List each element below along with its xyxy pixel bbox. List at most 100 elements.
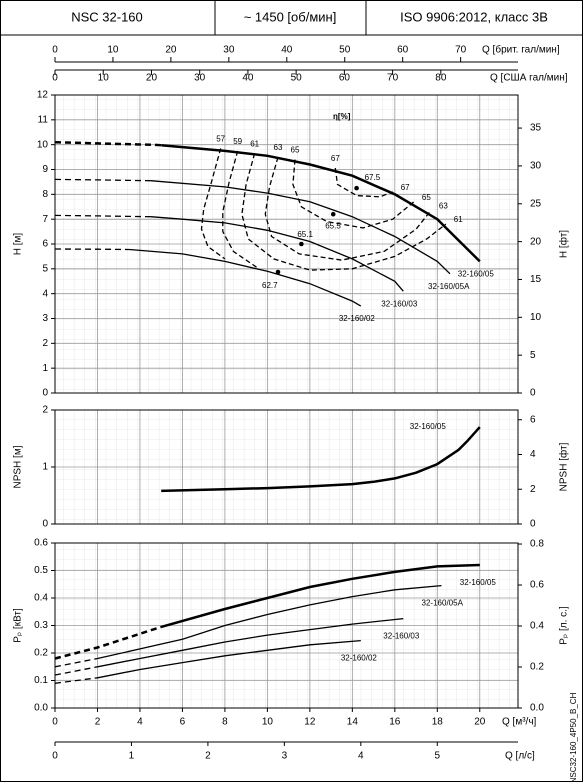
plot-frame: [54, 94, 519, 394]
y2-tick-label: 0.4: [530, 621, 544, 632]
efficiency-contour: [200, 148, 226, 260]
series-label: 32-160/05: [410, 422, 447, 431]
efficiency-label: 57: [216, 135, 225, 144]
efficiency-contour: [334, 167, 393, 198]
efficiency-label: 63: [274, 143, 283, 152]
efficiency-label: 59: [233, 137, 242, 146]
y-tick-label: 3: [42, 313, 48, 324]
x-tick-label: 70: [455, 45, 467, 56]
axis-title: Q [м³/ч]: [502, 717, 537, 728]
x-tick-label: 10: [98, 73, 110, 84]
efficiency-label: 65: [422, 193, 431, 202]
curve: [54, 178, 151, 182]
y2-axis-title: Pₚ [л. с.]: [559, 606, 570, 645]
y-tick-label: 2: [42, 405, 48, 416]
y-tick-label: 0.3: [34, 620, 48, 631]
y-axis-title: NPSH [м]: [13, 445, 24, 488]
standard: ISO 9906:2012, класс 3B: [400, 9, 548, 24]
curve: [97, 639, 361, 679]
efficiency-point: [299, 241, 304, 247]
x-tick-label: 4: [137, 717, 143, 728]
y-tick-label: 0: [42, 388, 48, 399]
series-label: 32-160/02: [339, 314, 376, 323]
x-tick-label: 6: [180, 717, 186, 728]
x-tick-label: 0: [52, 45, 58, 56]
x-tick-label: 30: [223, 45, 235, 56]
x-tick-label: 2: [95, 717, 101, 728]
y2-tick-label: 5: [530, 350, 536, 361]
y2-axis-title: H [фт]: [558, 230, 570, 258]
y-tick-label: 5: [42, 263, 48, 274]
efficiency-label: 67: [331, 154, 340, 163]
y2-tick-label: 4: [530, 449, 536, 460]
curve: [54, 214, 151, 218]
y-tick-label: 0: [42, 519, 48, 530]
y-tick-label: 1: [42, 462, 48, 473]
y-tick-label: 11: [38, 114, 49, 125]
efficiency-contour: [292, 159, 415, 229]
y-tick-label: 8: [42, 189, 48, 200]
curve: [150, 180, 451, 275]
x-tick-label: 0: [52, 751, 58, 762]
curve: [150, 216, 404, 292]
efficiency-point-label: 65.1: [297, 230, 313, 239]
speed: ~ 1450 [об/мин]: [244, 9, 337, 24]
curve: [54, 666, 98, 676]
y2-tick-label: 15: [530, 274, 542, 285]
code: NSC32-160_4P50_B_CH: [569, 692, 578, 782]
efficiency-label: 61: [250, 139, 259, 148]
efficiency-point: [275, 269, 281, 275]
plot-frame: [54, 409, 519, 525]
y-tick-label: 0.4: [34, 593, 48, 604]
x-tick-label: 50: [291, 73, 303, 84]
y2-axis-title: NPSH [фт]: [558, 442, 570, 491]
y2-tick-label: 0: [530, 388, 536, 399]
curve: [54, 677, 98, 684]
y2-tick-label: 30: [530, 161, 542, 172]
efficiency-point-label: 65.5: [325, 221, 341, 230]
series-label: 32-160/02: [341, 654, 378, 663]
y-tick-label: 0.0: [34, 703, 48, 714]
efficiency-contour: [241, 153, 447, 271]
efficiency-point: [330, 211, 336, 217]
x-tick-label: 1: [129, 751, 135, 762]
x-tick-label: 0: [52, 73, 58, 84]
y-tick-label: 0.6: [34, 538, 48, 549]
y-tick-label: 1: [42, 363, 48, 374]
curve: [54, 140, 162, 147]
efficiency-label: 65: [291, 146, 300, 155]
x-tick-label: 60: [339, 73, 351, 84]
curve: [54, 248, 130, 251]
y2-tick-label: 0.0: [530, 703, 544, 714]
series-label: 32-160/03: [383, 632, 420, 641]
y2-tick-label: 10: [530, 312, 542, 323]
x-tick-label: 20: [474, 717, 486, 728]
x-tick-label: 50: [339, 45, 351, 56]
efficiency-point-label: 67.5: [365, 173, 381, 182]
curve: [161, 143, 481, 263]
y-tick-label: 9: [42, 164, 48, 175]
y2-tick-label: 0: [530, 519, 536, 530]
x-tick-label: 20: [146, 73, 158, 84]
x-tick-label: 70: [387, 73, 399, 84]
y2-tick-label: 0.2: [530, 662, 544, 673]
curve: [54, 657, 98, 668]
y2-tick-label: 0.8: [530, 539, 544, 550]
x-tick-label: 20: [165, 45, 177, 56]
efficiency-label: 61: [454, 215, 463, 224]
x-tick-label: 8: [222, 717, 228, 728]
x-tick-label: 30: [194, 73, 206, 84]
x-tick-label: 3: [282, 751, 288, 762]
series-label: 32-160/05A: [422, 599, 464, 608]
curve: [129, 248, 362, 307]
series-label: 32-160/03: [381, 299, 418, 308]
efficiency-contour: [264, 156, 432, 261]
efficiency-point: [354, 185, 359, 191]
series-label: 32-160/05: [460, 578, 497, 587]
y-tick-label: 4: [42, 288, 48, 299]
series-label: 32-160/05A: [428, 282, 470, 291]
y-tick-label: 0.2: [34, 648, 48, 659]
y2-tick-label: 2: [530, 484, 536, 495]
